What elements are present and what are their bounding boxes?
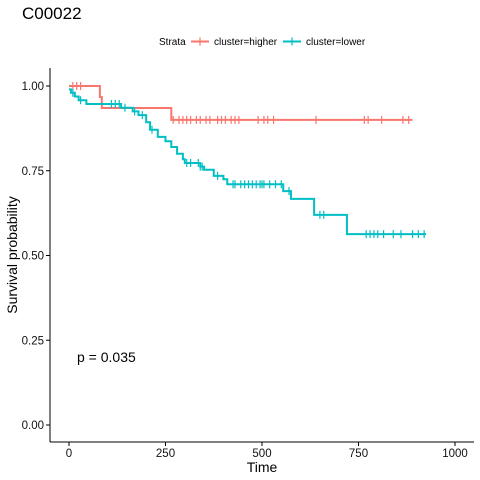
x-axis-title: Time — [247, 459, 278, 475]
legend: Strata cluster=higher cluster=lower — [159, 37, 366, 48]
y-tick-label: 0.50 — [22, 251, 44, 263]
y-axis-title: Survival probability — [4, 196, 20, 314]
x-tick-label: 0 — [66, 448, 72, 460]
legend-label-lower: cluster=lower — [306, 37, 366, 48]
survival-curve-higher — [69, 85, 413, 121]
x-tick-label: 1000 — [442, 448, 468, 460]
legend-title: Strata — [159, 37, 186, 48]
chart-title: C00022 — [22, 4, 82, 23]
y-tick-label: 0.00 — [22, 420, 44, 432]
axis-ticks: 0 250 500 750 1000 0.00 0.25 0.50 0.75 1.00 — [22, 81, 468, 460]
y-tick-label: 0.75 — [22, 166, 44, 178]
y-tick-label: 0.25 — [22, 335, 44, 347]
y-tick-label: 1.00 — [22, 81, 44, 93]
x-tick-label: 250 — [156, 448, 175, 460]
series-layer — [69, 82, 427, 239]
x-tick-label: 500 — [252, 448, 271, 460]
legend-label-higher: cluster=higher — [214, 37, 278, 48]
x-tick-label: 750 — [349, 448, 368, 460]
p-value-annotation: p = 0.035 — [77, 349, 136, 365]
survival-curve-lower — [69, 88, 427, 236]
